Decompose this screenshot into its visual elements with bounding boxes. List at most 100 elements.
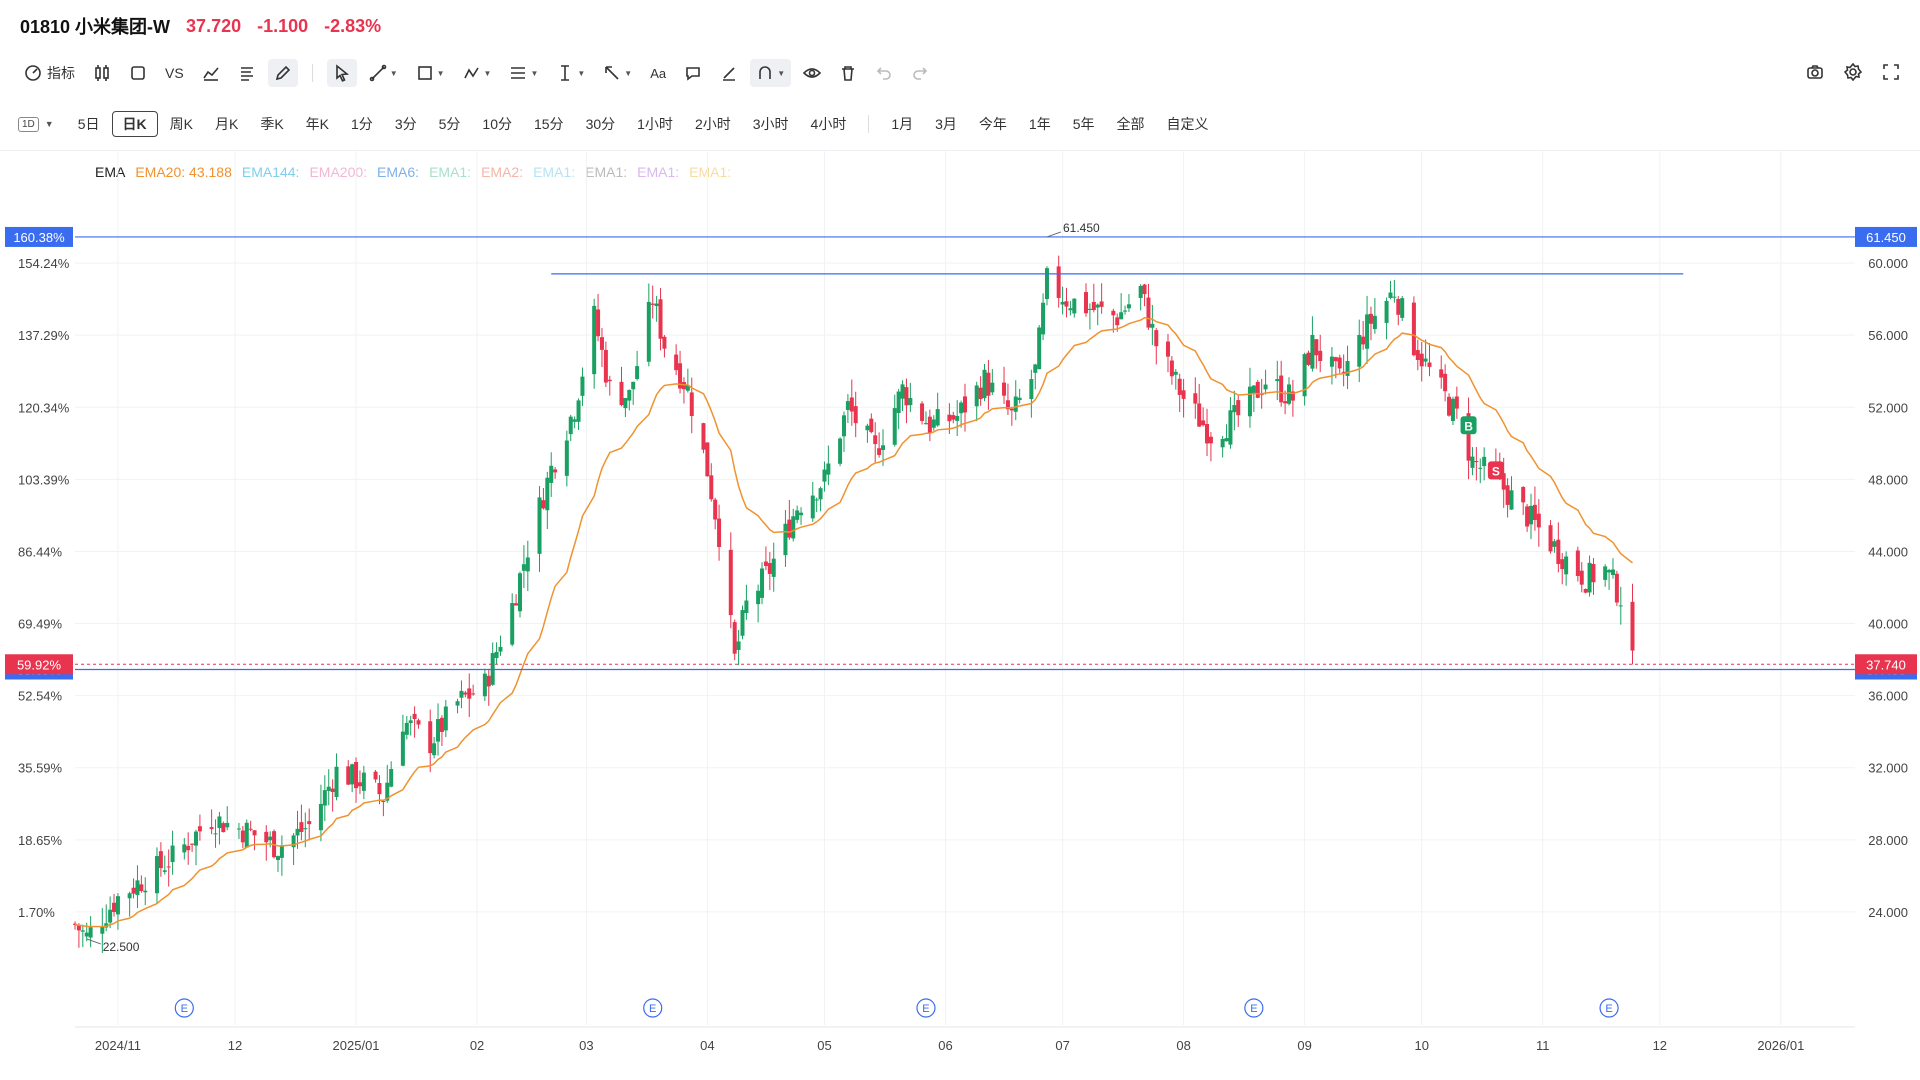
candle-body[interactable] [135,880,140,896]
candle-body[interactable] [100,926,105,934]
candle-body[interactable] [1220,438,1225,448]
candle-body[interactable] [1361,336,1366,345]
candle-body[interactable] [1419,353,1424,367]
candle-body[interactable] [436,719,441,742]
candle-body[interactable] [1392,296,1397,298]
candle-body[interactable] [279,846,284,858]
range-button[interactable]: 全部 [1116,116,1145,132]
candle-body[interactable] [166,866,171,868]
candle-body[interactable] [1368,313,1373,324]
candle-body[interactable] [849,397,854,412]
candle-body[interactable] [728,549,733,616]
candle-body[interactable] [373,771,378,780]
legend-item[interactable]: EMA1: [585,164,628,180]
candle-body[interactable] [1236,400,1241,416]
period-button[interactable]: 年K [305,116,330,132]
candle-body[interactable] [1630,601,1635,651]
candle-body[interactable] [935,409,940,426]
candle-body[interactable] [158,851,163,869]
measure-button[interactable]: ▼ [550,59,591,87]
candle-body[interactable] [455,701,460,706]
range-button[interactable]: 1月 [891,116,914,132]
candle-body[interactable] [744,600,749,613]
candle-body[interactable] [521,564,526,571]
candle-body[interactable] [350,764,355,785]
candle-body[interactable] [236,828,241,830]
legend-item[interactable]: EMA144: [241,164,300,180]
candle-body[interactable] [955,415,960,421]
candle-body[interactable] [1564,556,1569,575]
candle-body[interactable] [412,713,417,719]
candle-body[interactable] [190,843,195,845]
candle-body[interactable] [1583,589,1588,593]
legend-item[interactable]: EMA20: 43.188 [135,164,232,180]
candle-body[interactable] [756,590,761,605]
candle-body[interactable] [1439,369,1444,378]
candle-body[interactable] [1009,408,1014,411]
range-button[interactable]: 自定义 [1166,116,1209,132]
period-button[interactable]: 3分 [394,116,417,132]
candle-body[interactable] [346,766,351,785]
period-button[interactable]: 日K [111,111,158,137]
candle-body[interactable] [818,488,823,500]
legend-item[interactable]: EMA1: [637,164,680,180]
period-button[interactable]: 季K [260,116,284,132]
candle-body[interactable] [1126,304,1131,309]
candle-body[interactable] [221,823,226,833]
candle-body[interactable] [264,831,269,843]
candle-body[interactable] [1232,405,1237,413]
candle-body[interactable] [795,510,800,520]
candle-body[interactable] [244,822,249,848]
candle-body[interactable] [607,379,612,382]
candle-body[interactable] [143,890,148,893]
candle-type-button[interactable] [87,59,117,87]
legend-item[interactable]: EMA6: [377,164,420,180]
candle-body[interactable] [1263,384,1268,390]
candle-body[interactable] [1529,505,1534,525]
candle-body[interactable] [1247,386,1252,417]
candle-body[interactable] [654,303,659,307]
lines-button[interactable] [232,59,262,87]
candle-body[interactable] [217,816,222,829]
shape-button[interactable]: ▼ [410,59,451,87]
candle-body[interactable] [377,783,382,795]
eye-button[interactable] [797,59,827,87]
candle-body[interactable] [1013,396,1018,412]
candle-body[interactable] [1341,371,1346,373]
candle-body[interactable] [1290,391,1295,401]
candle-body[interactable] [1384,300,1389,323]
candle-body[interactable] [1087,308,1092,310]
candle-body[interactable] [931,419,936,428]
candle-body[interactable] [1142,284,1147,295]
candle-body[interactable] [963,396,967,413]
period-button[interactable]: 3小时 [752,116,789,132]
candle-body[interactable] [920,403,925,421]
range-button[interactable]: 5年 [1072,116,1095,132]
candle-body[interactable] [194,831,199,846]
settings-button[interactable] [1838,58,1868,86]
candle-body[interactable] [572,419,577,422]
candle-body[interactable] [568,416,573,435]
candle-body[interactable] [248,828,253,830]
candle-body[interactable] [1411,302,1416,356]
candle-body[interactable] [1275,379,1280,382]
redo-button[interactable] [905,59,935,87]
candle-body[interactable] [131,887,136,894]
period-button[interactable]: 2小时 [694,116,731,132]
candle-body[interactable] [826,463,831,475]
candle-body[interactable] [740,610,745,636]
candle-body[interactable] [580,376,585,396]
candle-body[interactable] [873,435,878,445]
candle-body[interactable] [1255,381,1260,398]
candle-body[interactable] [1037,327,1042,370]
candle-body[interactable] [1208,436,1213,444]
candle-body[interactable] [978,387,983,400]
candle-body[interactable] [951,415,956,420]
interval-selector[interactable]: 1D ▼ [18,113,54,135]
candle-body[interactable] [1415,350,1420,360]
candle-body[interactable] [330,788,335,792]
candle-body[interactable] [295,828,300,836]
candle-body[interactable] [553,469,558,473]
candle-body[interactable] [1123,310,1128,312]
period-button[interactable]: 15分 [533,116,564,132]
